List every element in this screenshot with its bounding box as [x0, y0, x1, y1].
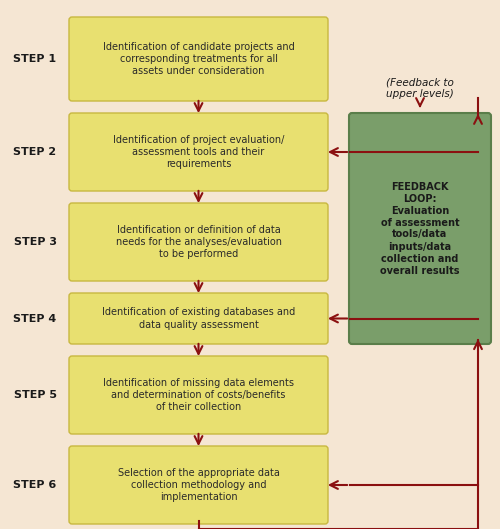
Text: (Feedback to
upper levels): (Feedback to upper levels) [386, 77, 454, 99]
Text: FEEDBACK
LOOP:
Evaluation
of assessment
tools/data
inputs/data
collection and
ov: FEEDBACK LOOP: Evaluation of assessment … [380, 181, 460, 276]
Text: STEP 2: STEP 2 [14, 147, 56, 157]
FancyBboxPatch shape [69, 17, 328, 101]
Text: STEP 4: STEP 4 [14, 314, 56, 324]
Text: Selection of the appropriate data
collection methodology and
implementation: Selection of the appropriate data collec… [118, 468, 280, 503]
Text: STEP 5: STEP 5 [14, 390, 56, 400]
Text: Identification of candidate projects and
corresponding treatments for all
assets: Identification of candidate projects and… [102, 42, 294, 76]
Text: Identification of missing data elements
and determination of costs/benefits
of t: Identification of missing data elements … [103, 378, 294, 413]
FancyBboxPatch shape [69, 356, 328, 434]
FancyBboxPatch shape [69, 113, 328, 191]
Text: Identification or definition of data
needs for the analyses/evaluation
to be per: Identification or definition of data nee… [116, 225, 282, 259]
Text: Identification of existing databases and
data quality assessment: Identification of existing databases and… [102, 307, 295, 330]
FancyBboxPatch shape [349, 113, 491, 344]
FancyBboxPatch shape [69, 293, 328, 344]
Text: STEP 1: STEP 1 [14, 54, 56, 64]
Text: STEP 6: STEP 6 [14, 480, 56, 490]
Text: Identification of project evaluation/
assessment tools and their
requirements: Identification of project evaluation/ as… [113, 134, 284, 169]
Text: STEP 3: STEP 3 [14, 237, 56, 247]
FancyBboxPatch shape [69, 203, 328, 281]
FancyBboxPatch shape [69, 446, 328, 524]
